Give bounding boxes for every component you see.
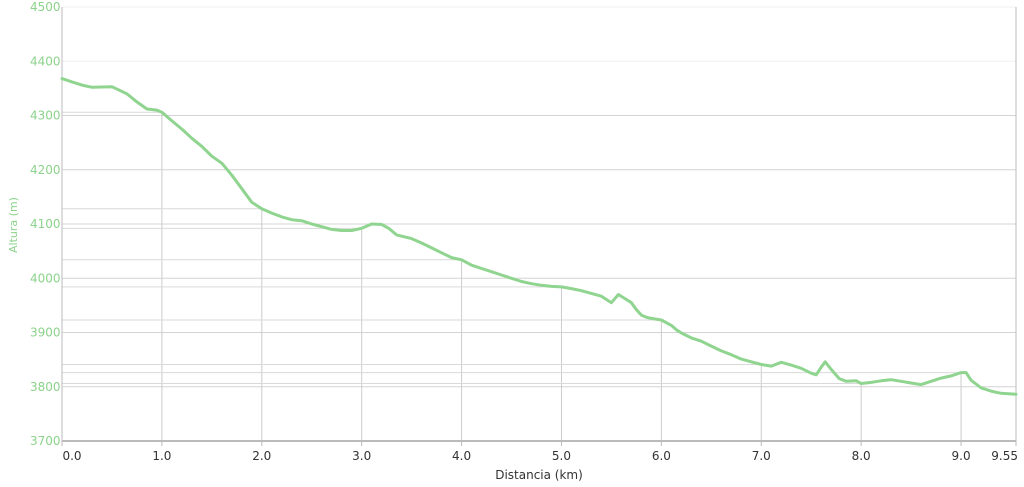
x-tick-label: 1.0: [152, 449, 171, 463]
grid-lines: [62, 6, 1016, 442]
x-axis-title: Distancia (km): [495, 468, 583, 482]
y-tick-label: 4500: [30, 0, 61, 14]
y-tick-label: 3700: [30, 434, 61, 448]
x-tick-label: 6.0: [652, 449, 671, 463]
x-tick-label: 5.0: [552, 449, 571, 463]
x-tick-label: 3.0: [352, 449, 371, 463]
x-tick-label: 4.0: [452, 449, 471, 463]
x-tick-label: 8.0: [852, 449, 871, 463]
x-tick-label: 0.0: [62, 449, 81, 463]
y-tick-label: 4200: [30, 163, 61, 177]
x-tick-label: 2.0: [252, 449, 271, 463]
y-tick-label: 4400: [30, 54, 61, 68]
y-tick-label: 3800: [30, 380, 61, 394]
x-tick-label: 7.0: [752, 449, 771, 463]
axes: [61, 7, 1017, 446]
y-axis-title: Altura (m): [7, 197, 20, 253]
y-tick-label: 4000: [30, 271, 61, 285]
distance-drop-lines: [62, 111, 962, 441]
y-tick-label: 4300: [30, 109, 61, 123]
elevation-line: [60, 77, 1018, 396]
x-tick-labels: 0.0 1.0 2.0 3.0 4.0 5.0 6.0 7.0 8.0 9.0 9.55: [62, 449, 1018, 463]
y-tick-label: 3900: [30, 326, 61, 340]
x-tick-label: 9.0: [952, 449, 971, 463]
y-tick-labels: 3700 3800 3900 4000 4100 4200 4300 4400 4500: [30, 0, 61, 448]
y-tick-label: 4100: [30, 217, 61, 231]
series-layer: [60, 77, 1018, 396]
x-tick-label: 9.55: [991, 449, 1018, 463]
